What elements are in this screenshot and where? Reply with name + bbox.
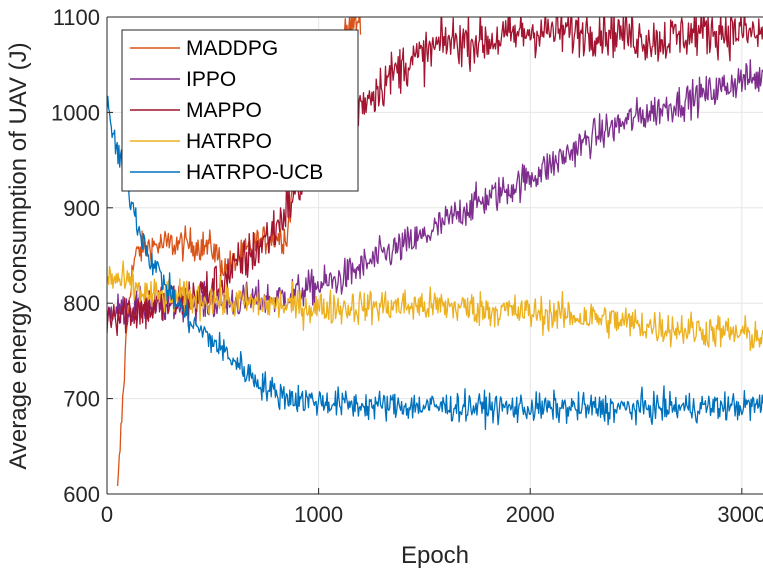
legend: MADDPG IPPO MAPPO HATRPO HATRPO-UCB: [121, 29, 359, 192]
x-tick-label: 3000: [717, 502, 763, 527]
y-tick-label: 1100: [53, 5, 100, 30]
legend-label-maddpg: MADDPG: [186, 37, 278, 60]
legend-label-hatrpo-ucb: HATRPO-UCB: [186, 161, 323, 184]
axes: [106, 16, 763, 495]
legend-label-hatrpo: HATRPO: [186, 130, 272, 153]
x-tick-label: 1000: [294, 502, 343, 527]
y-tick-label: 600: [63, 482, 100, 507]
x-tick-label: 2000: [506, 502, 555, 527]
series-line-mappo: [107, 17, 763, 337]
y-tick-label: 800: [63, 291, 100, 316]
y-tick-label: 700: [63, 387, 100, 412]
y-tick-label: 900: [63, 196, 100, 221]
series-line-hatrpo: [107, 260, 763, 352]
legend-label-mappo: MAPPO: [186, 99, 262, 122]
legend-label-ippo: IPPO: [186, 68, 236, 91]
series-line-hatrpo-ucb: [107, 95, 763, 430]
x-tick-label: 0: [101, 502, 113, 527]
y-axis-label: Average energy consumption of UAV (J): [5, 42, 32, 469]
x-axis-label: Epoch: [401, 542, 469, 569]
y-tick-label: 1000: [51, 100, 100, 125]
series-line-ippo: [107, 59, 763, 327]
tick-labels: 0 1000 2000 3000 600 700 800 900 1000 1100: [51, 5, 763, 527]
